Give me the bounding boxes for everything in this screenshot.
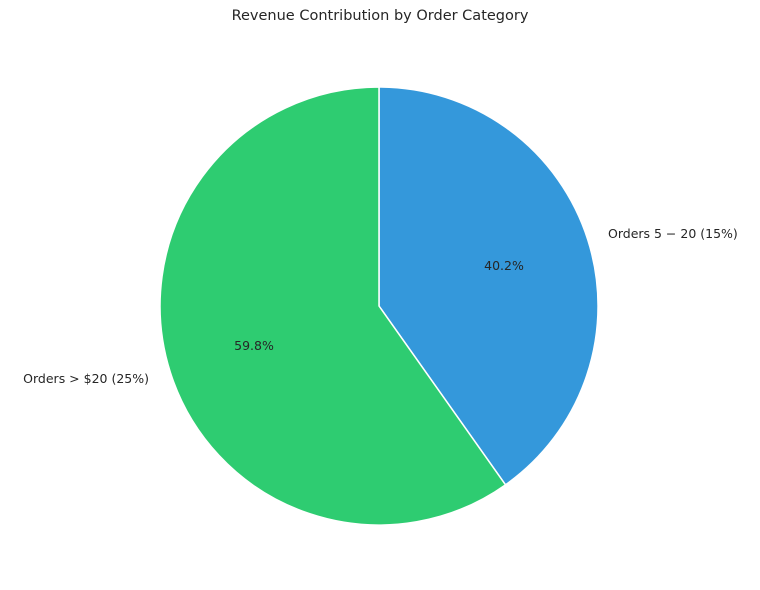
chart-title: Revenue Contribution by Order Category [231, 8, 529, 24]
slice-label-orders-5-20: Orders 5 − 20 (15%) [608, 226, 738, 241]
slice-label-orders-over-20: Orders > $20 (25%) [23, 371, 149, 386]
pie-slice-orders-5-20 [378, 86, 599, 486]
pct-label-orders-5-20: 40.2% [484, 258, 524, 273]
pie-slice-orders-over-20 [159, 86, 507, 526]
pct-label-orders-over-20: 59.8% [234, 338, 274, 353]
